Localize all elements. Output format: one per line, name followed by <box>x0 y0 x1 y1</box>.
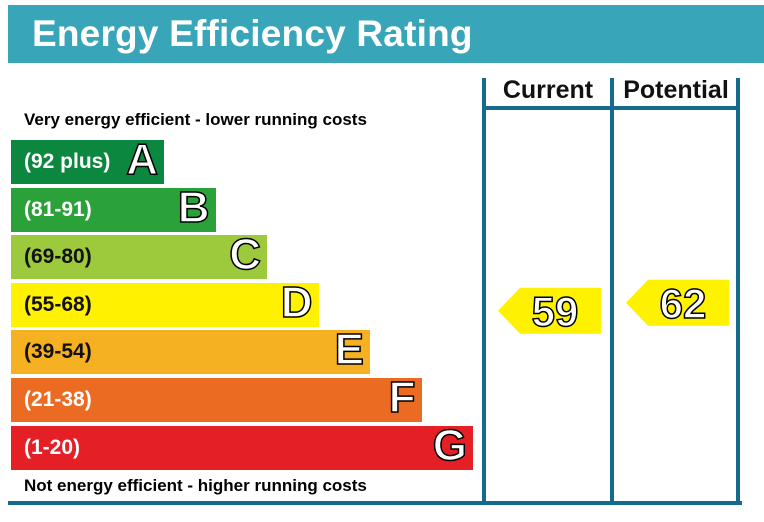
band-c: (69-80) C <box>11 230 267 279</box>
potential-rating-marker-value: 62 <box>660 280 707 327</box>
top-note: Very energy efficient - lower running co… <box>24 110 367 129</box>
potential-column-header: Potential <box>623 76 729 104</box>
band-range-label: (39-54) <box>24 340 92 364</box>
current-column-header: Current <box>502 76 594 104</box>
rating-markers: 59 62 <box>498 279 729 336</box>
band-g: (1-20) G <box>11 420 473 470</box>
band-letter-label: A <box>125 135 158 185</box>
potential-rating-marker-arrow <box>626 279 729 326</box>
band-letter-label: D <box>280 277 313 328</box>
band-range-label: (1-20) <box>24 435 81 459</box>
band-range-label: (69-80) <box>24 245 92 269</box>
chart-title: Energy Efficiency Rating <box>32 13 473 54</box>
columns-frame-lines <box>482 78 740 505</box>
band-letter-label: F <box>388 373 416 423</box>
band-range-label: (21-38) <box>24 388 92 411</box>
current-rating-marker: 59 <box>498 287 601 336</box>
current-rating-marker-arrow <box>498 287 601 334</box>
band-range-label: (81-91) <box>24 197 92 221</box>
band-d: (55-68) D <box>11 278 319 327</box>
band-e: (39-54) E <box>11 325 370 375</box>
band-letter-label: C <box>228 230 261 280</box>
bottom-note: Not energy efficient - higher running co… <box>24 476 367 495</box>
band-letter-label: E <box>334 325 365 375</box>
band-f: (21-38) F <box>11 373 422 422</box>
potential-rating-marker: 62 <box>626 279 729 328</box>
band-letter-label: G <box>432 420 468 470</box>
band-a: (92 plus) A <box>11 135 164 184</box>
bottom-border <box>8 501 742 505</box>
current-rating-marker-value: 59 <box>532 288 579 335</box>
band-letter-label: B <box>177 182 210 232</box>
band-range-label: (55-68) <box>24 292 92 316</box>
band-range-label: (92 plus) <box>24 150 111 173</box>
band-b: (81-91) B <box>11 182 216 232</box>
title-bar: Energy Efficiency Rating <box>8 5 764 63</box>
